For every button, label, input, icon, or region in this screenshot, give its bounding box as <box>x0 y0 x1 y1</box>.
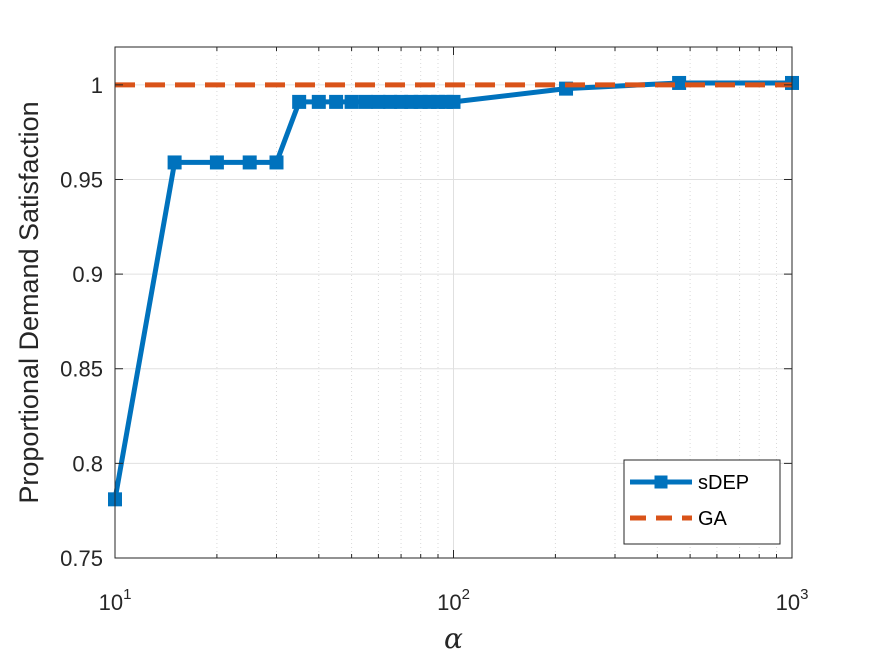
legend-box <box>623 459 781 545</box>
data-point-sdep <box>371 94 386 109</box>
y-tick-label: 0.95 <box>60 167 103 192</box>
x-tick-label: 102 <box>437 586 470 615</box>
x-tick-label: 103 <box>776 586 809 615</box>
y-tick-label: 0.85 <box>60 357 103 382</box>
data-point-sdep <box>292 94 307 109</box>
data-point-sdep <box>167 155 182 170</box>
y-axis-label: Proportional Demand Satisfaction <box>14 101 44 503</box>
data-point-sdep <box>209 155 224 170</box>
data-point-sdep <box>358 94 373 109</box>
legend-marker-sdep <box>654 475 668 489</box>
legend-entry-ga: GA <box>698 508 728 530</box>
x-axis-label: α <box>444 622 463 655</box>
y-tick-label: 0.9 <box>72 262 103 287</box>
data-point-sdep <box>446 94 461 109</box>
data-point-sdep <box>242 155 257 170</box>
legend[interactable]: sDEP GA <box>623 459 781 545</box>
y-tick-label: 1 <box>91 73 103 98</box>
data-point-sdep <box>329 94 344 109</box>
series-layer <box>108 75 799 507</box>
tick-marks <box>114 47 793 559</box>
tick-labels: 101 102 103 0.75 0.8 0.85 0.9 0.95 1 <box>60 73 808 615</box>
data-point-sdep <box>344 94 359 109</box>
legend-entry-sdep: sDEP <box>698 472 749 494</box>
y-tick-label: 0.75 <box>60 546 103 571</box>
x-tick-label: 101 <box>99 586 132 615</box>
y-tick-label: 0.8 <box>72 451 103 476</box>
data-point-sdep <box>269 155 284 170</box>
data-point-sdep <box>311 94 326 109</box>
